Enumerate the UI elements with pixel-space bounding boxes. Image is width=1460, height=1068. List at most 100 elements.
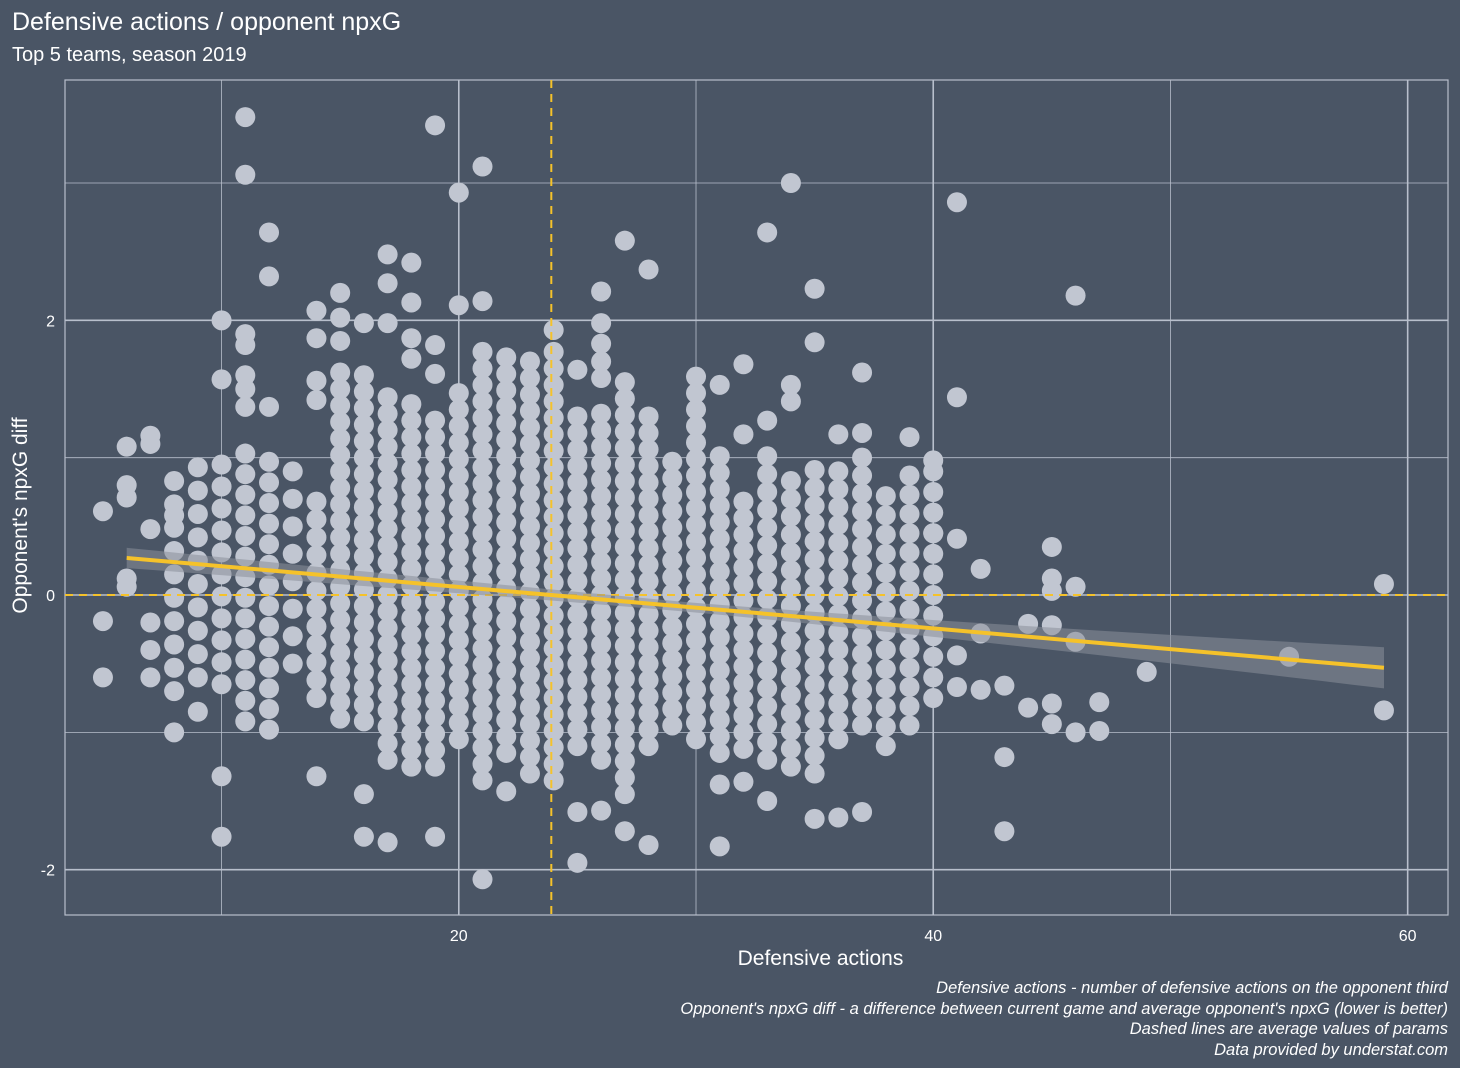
data-point bbox=[306, 491, 327, 512]
data-point bbox=[519, 532, 540, 553]
caption-line: Opponent's npxG diff - a difference betw… bbox=[680, 999, 1448, 1018]
data-point bbox=[567, 852, 588, 873]
data-point bbox=[923, 688, 944, 709]
data-point bbox=[377, 453, 398, 474]
x-tick-label: 20 bbox=[450, 928, 468, 945]
data-point bbox=[472, 605, 493, 626]
data-point bbox=[614, 668, 635, 689]
data-point bbox=[567, 439, 588, 460]
data-point bbox=[614, 685, 635, 706]
data-point bbox=[567, 604, 588, 625]
data-point bbox=[733, 656, 754, 677]
data-point bbox=[235, 670, 256, 691]
data-point bbox=[306, 509, 327, 530]
data-point bbox=[306, 370, 327, 391]
data-point bbox=[591, 453, 612, 474]
data-point bbox=[282, 598, 303, 619]
data-point bbox=[211, 630, 232, 651]
data-point bbox=[140, 519, 161, 540]
data-point bbox=[709, 528, 730, 549]
data-point bbox=[496, 479, 517, 500]
data-point bbox=[662, 616, 683, 637]
data-point bbox=[235, 628, 256, 649]
data-point bbox=[638, 604, 659, 625]
data-point bbox=[519, 648, 540, 669]
y-tick-label: 0 bbox=[46, 588, 55, 605]
data-point bbox=[733, 508, 754, 529]
data-point bbox=[804, 531, 825, 552]
data-point bbox=[306, 545, 327, 566]
data-point bbox=[353, 678, 374, 699]
data-point bbox=[448, 597, 469, 618]
data-point bbox=[591, 313, 612, 334]
data-point bbox=[780, 542, 801, 563]
data-point bbox=[377, 502, 398, 523]
data-point bbox=[591, 552, 612, 573]
data-point bbox=[401, 674, 422, 695]
data-point bbox=[899, 465, 920, 486]
data-point bbox=[448, 416, 469, 437]
data-point bbox=[733, 705, 754, 726]
data-point bbox=[543, 720, 564, 741]
data-point bbox=[638, 259, 659, 280]
data-point bbox=[686, 432, 707, 453]
data-point bbox=[519, 351, 540, 372]
data-point bbox=[472, 473, 493, 494]
data-point bbox=[591, 601, 612, 622]
data-point bbox=[686, 531, 707, 552]
data-point bbox=[259, 266, 280, 287]
data-point bbox=[567, 637, 588, 658]
data-point bbox=[448, 182, 469, 203]
data-point bbox=[472, 374, 493, 395]
data-point bbox=[377, 387, 398, 408]
data-point bbox=[733, 689, 754, 710]
data-point bbox=[780, 649, 801, 670]
data-point bbox=[164, 505, 185, 526]
data-point bbox=[353, 784, 374, 805]
data-point bbox=[353, 612, 374, 633]
data-point bbox=[709, 709, 730, 730]
data-point bbox=[567, 406, 588, 427]
data-point bbox=[519, 368, 540, 389]
data-point bbox=[543, 473, 564, 494]
data-point bbox=[780, 391, 801, 412]
data-point bbox=[401, 723, 422, 744]
data-point bbox=[686, 383, 707, 404]
data-point bbox=[353, 365, 374, 386]
data-point bbox=[638, 620, 659, 641]
data-point bbox=[330, 609, 351, 630]
trend-line bbox=[126, 555, 1385, 670]
data-point bbox=[211, 826, 232, 847]
data-point bbox=[662, 682, 683, 703]
data-point bbox=[377, 273, 398, 294]
data-point bbox=[448, 729, 469, 750]
caption-block: Defensive actions - number of defensive … bbox=[680, 978, 1448, 1060]
data-point bbox=[377, 552, 398, 573]
data-point bbox=[235, 649, 256, 670]
data-point bbox=[92, 501, 113, 522]
data-point bbox=[543, 605, 564, 626]
data-point bbox=[496, 396, 517, 417]
data-point bbox=[330, 461, 351, 482]
data-point bbox=[211, 766, 232, 787]
data-point bbox=[235, 587, 256, 608]
data-point bbox=[235, 711, 256, 732]
data-point bbox=[330, 510, 351, 531]
data-point bbox=[164, 681, 185, 702]
data-point bbox=[377, 519, 398, 540]
data-point bbox=[757, 714, 778, 735]
data-point bbox=[306, 766, 327, 787]
data-point bbox=[923, 450, 944, 471]
data-point bbox=[425, 492, 446, 513]
data-point bbox=[828, 675, 849, 696]
data-point bbox=[259, 396, 280, 417]
data-point bbox=[757, 660, 778, 681]
data-point bbox=[638, 439, 659, 460]
data-point bbox=[496, 742, 517, 763]
data-point bbox=[401, 410, 422, 431]
data-point bbox=[567, 538, 588, 559]
data-point bbox=[686, 729, 707, 750]
data-point bbox=[686, 712, 707, 733]
data-point bbox=[496, 462, 517, 483]
data-point bbox=[1373, 700, 1394, 721]
